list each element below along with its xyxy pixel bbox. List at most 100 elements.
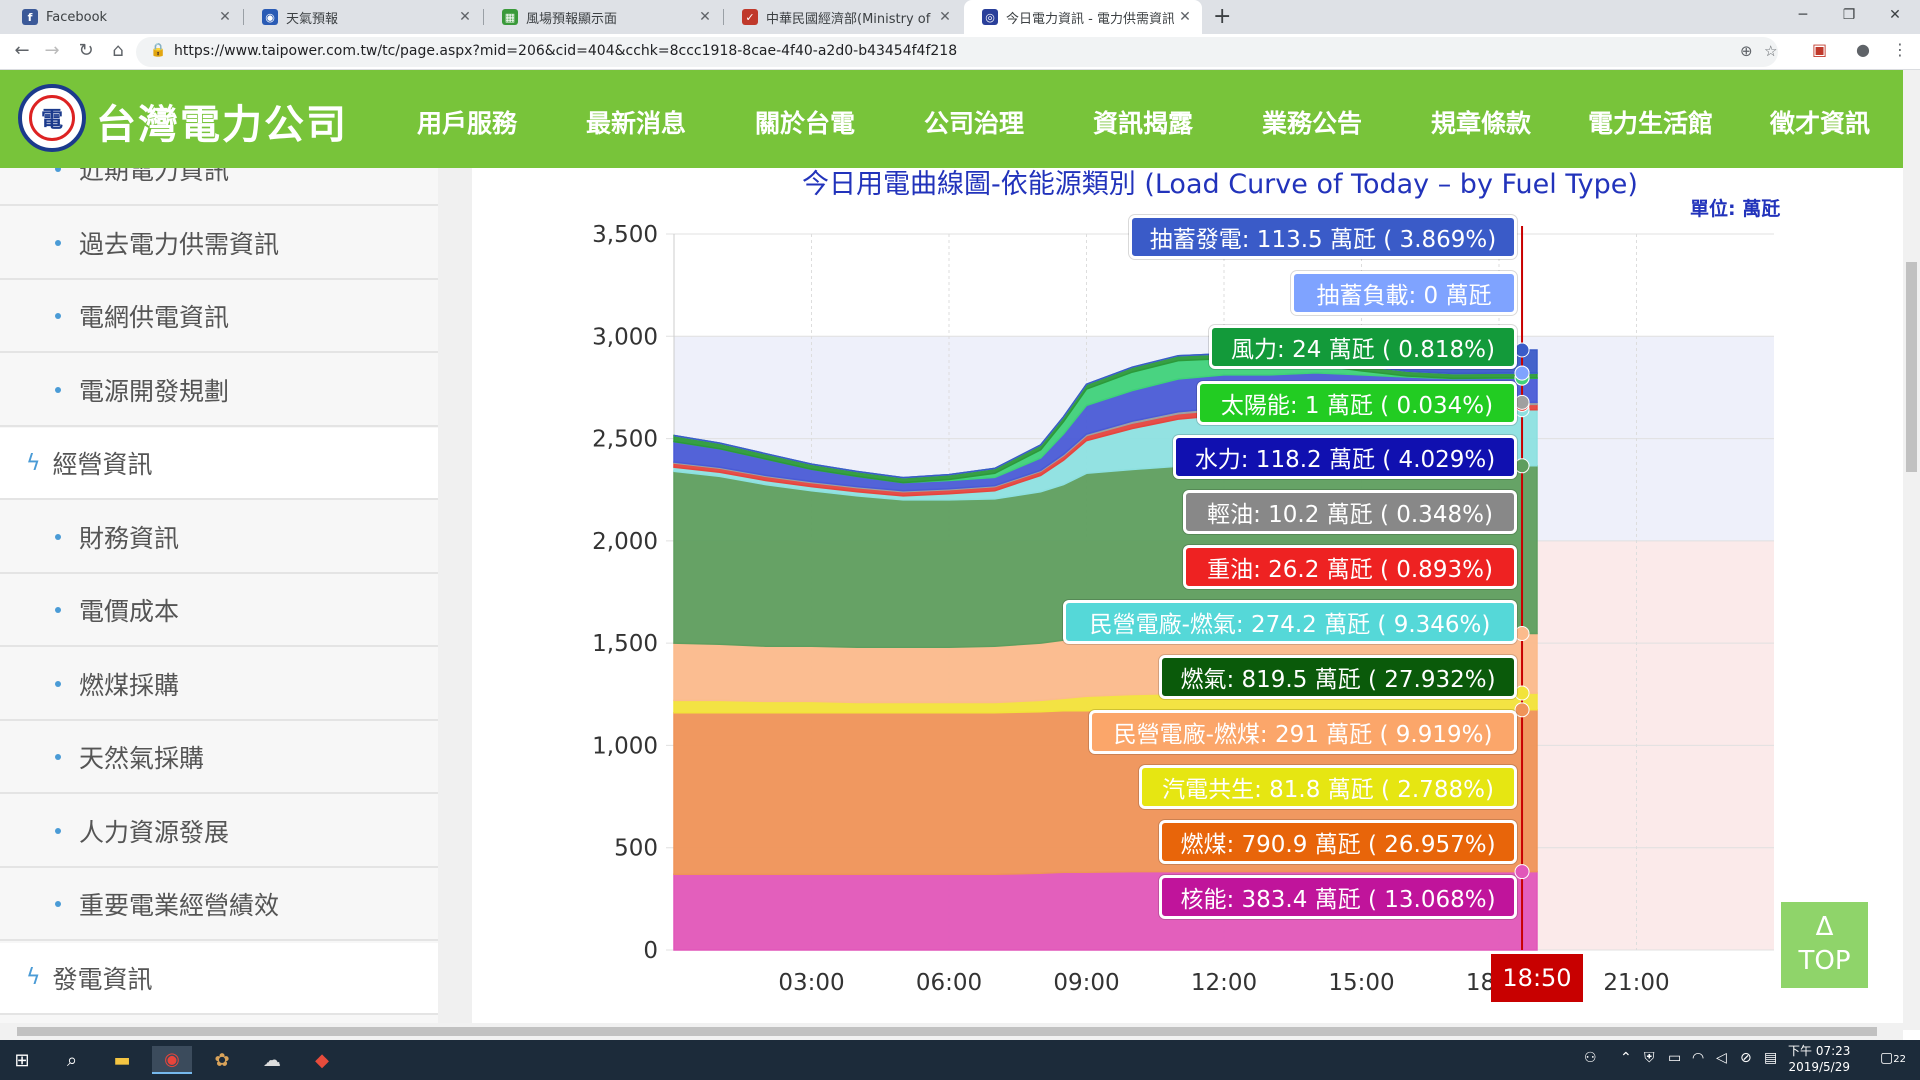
- main-nav-item[interactable]: 最新消息: [586, 109, 687, 138]
- vertical-scrollbar[interactable]: [1903, 70, 1920, 1030]
- sidebar-item[interactable]: 電源開發規劃: [0, 355, 438, 427]
- browser-tab-3[interactable]: ▦ 風場預報顯示面 ✕: [484, 0, 722, 34]
- x-tick-label: 09:00: [1053, 970, 1119, 996]
- tab-label: Facebook: [46, 9, 108, 25]
- x-tick-label: 15:00: [1328, 970, 1394, 996]
- map-icon: ▦: [502, 9, 518, 25]
- sidebar-item[interactable]: 電價成本: [0, 575, 438, 647]
- windows-start-icon[interactable]: ⊞: [14, 1049, 30, 1071]
- sidebar-item[interactable]: ϟ 經營資訊: [0, 428, 438, 500]
- main-nav-item[interactable]: 電力生活館: [1588, 109, 1714, 138]
- menu-icon[interactable]: ⋮: [1892, 40, 1908, 59]
- sidebar-item[interactable]: 財務資訊: [0, 502, 438, 574]
- app-rabbit-icon[interactable]: ✿: [214, 1049, 230, 1071]
- series-tooltip: 抽蓄負載: 0 萬瓩: [1291, 271, 1517, 315]
- sidebar-item[interactable]: 電網供電資訊: [0, 281, 438, 353]
- sidebar-item-label: 天然氣採購: [79, 744, 205, 773]
- sidebar-item-label: 電價成本: [79, 597, 180, 626]
- load-curve-chart: 0 500 1,000 1,500 2,000 2,500 3,000 3,500 03:00 0…: [472, 168, 1903, 1030]
- cursor-marker: [1514, 394, 1530, 410]
- series-tooltip: 抽蓄發電: 113.5 萬瓩 ( 3.869%): [1129, 215, 1517, 259]
- site-name[interactable]: 台灣電力公司: [96, 101, 348, 148]
- tab-close-icon[interactable]: ✕: [459, 9, 471, 25]
- tray-chevron-icon[interactable]: ⌃: [1620, 1050, 1632, 1066]
- browser-tab-4[interactable]: ✓ 中華民國經濟部(Ministry of Econ ✕: [724, 0, 962, 34]
- sidebar-item-label: 財務資訊: [79, 523, 180, 553]
- bullet-icon: [55, 168, 61, 172]
- eye-icon: ◉: [262, 9, 278, 25]
- app-cloud-icon[interactable]: ☁: [263, 1049, 281, 1071]
- address-bar[interactable]: 🔒 https://www.taipower.com.tw/tc/page.as…: [136, 37, 1778, 67]
- y-tick-label: 1,500: [592, 631, 658, 657]
- browser-tab-2[interactable]: ◉ 天氣預報 ✕: [244, 0, 482, 34]
- windows-taskbar: ⊞ ⌕ ▬ ◉ ✿ ☁ ◆ ⚇ ⌃ ⛨ ▭ ◠ ◁ ⊘ ▤ 下午 07:23 2…: [0, 1040, 1920, 1080]
- tab-close-icon[interactable]: ✕: [939, 9, 951, 25]
- browser-tab-5[interactable]: ◎ 今日電力資訊 - 電力供需資訊 - 台 ✕: [964, 0, 1202, 34]
- tab-close-icon[interactable]: ✕: [1179, 9, 1191, 25]
- file-explorer-icon[interactable]: ▬: [113, 1049, 131, 1071]
- bullet-icon: [55, 313, 61, 319]
- x-tick-label: 12:00: [1191, 970, 1257, 996]
- series-tooltip: 水力: 118.2 萬瓩 ( 4.029%): [1173, 435, 1517, 479]
- notification-icon[interactable]: ▢22: [1880, 1050, 1906, 1066]
- taskbar-clock[interactable]: 下午 07:23 2019/5/29: [1788, 1043, 1850, 1075]
- sidebar-item[interactable]: 天然氣採購: [0, 722, 438, 794]
- wifi-icon[interactable]: ◠: [1692, 1050, 1705, 1066]
- back-to-top-button[interactable]: Δ TOP: [1781, 902, 1868, 988]
- reload-icon[interactable]: ↻: [78, 40, 94, 61]
- x-tick-label: 03:00: [778, 970, 844, 996]
- horizontal-scroll-thumb[interactable]: [17, 1027, 1877, 1036]
- tab-label: 今日電力資訊 - 電力供需資訊 - 台: [1006, 11, 1174, 27]
- main-nav-item[interactable]: 公司治理: [924, 109, 1025, 138]
- search-icon[interactable]: ⌕: [66, 1049, 78, 1071]
- sidebar-item[interactable]: 過去電力供需資訊: [0, 208, 438, 280]
- sidebar-item[interactable]: 近期電力資訊: [0, 168, 438, 206]
- series-tooltip: 汽電共生: 81.8 萬瓩 ( 2.788%): [1139, 765, 1517, 809]
- minimize-button[interactable]: ─: [1798, 7, 1808, 23]
- bookmark-star-icon[interactable]: ☆: [1764, 42, 1778, 60]
- back-icon[interactable]: ←: [14, 40, 30, 61]
- new-tab-button[interactable]: +: [1213, 4, 1232, 29]
- people-icon[interactable]: ⚇: [1584, 1050, 1597, 1066]
- chrome-icon[interactable]: ◉: [152, 1046, 192, 1074]
- browser-tab-bar: f Facebook ✕ ◉ 天氣預報 ✕ ▦ 風場預報顯示面 ✕ ✓ 中華民國經濟部(Minist…: [0, 0, 1920, 34]
- horizontal-scrollbar[interactable]: [0, 1023, 1903, 1040]
- vertical-scroll-thumb[interactable]: [1906, 262, 1917, 472]
- sidebar-item[interactable]: ϟ 發電資訊: [0, 942, 438, 1015]
- cursor-marker: [1514, 365, 1530, 381]
- tab-close-icon[interactable]: ✕: [219, 9, 231, 25]
- app-red-icon[interactable]: ◆: [315, 1049, 329, 1071]
- volume-icon[interactable]: ◁: [1716, 1050, 1727, 1066]
- main-nav-item[interactable]: 規章條款: [1431, 109, 1532, 138]
- url-text[interactable]: https://www.taipower.com.tw/tc/page.aspx…: [174, 43, 958, 59]
- home-icon[interactable]: ⌂: [112, 40, 124, 61]
- tab-label: 天氣預報: [286, 11, 339, 27]
- main-nav-item[interactable]: 徵才資訊: [1770, 109, 1871, 138]
- tab-close-icon[interactable]: ✕: [699, 9, 711, 25]
- unit-label: 單位: 萬瓩: [1690, 198, 1781, 220]
- blocked-icon[interactable]: ⊘: [1740, 1050, 1752, 1066]
- extension-icon[interactable]: ▣: [1812, 40, 1828, 59]
- sidebar-item-label: 近期電力資訊: [79, 168, 230, 185]
- zoom-icon[interactable]: ⊕: [1740, 42, 1753, 60]
- taipower-logo-icon[interactable]: 電: [18, 84, 86, 152]
- forward-icon[interactable]: →: [44, 40, 60, 61]
- sidebar-item-label: 燃煤採購: [79, 670, 180, 700]
- content-gutter: [438, 168, 472, 1030]
- main-nav-item[interactable]: 關於台電: [755, 109, 856, 138]
- main-nav-item[interactable]: 資訊揭露: [1093, 109, 1194, 138]
- sidebar-item[interactable]: 重要電業經營績效: [0, 869, 438, 941]
- security-icon[interactable]: ⛨: [1644, 1050, 1655, 1066]
- y-tick-label: 2,500: [592, 427, 658, 453]
- browser-tab-1[interactable]: f Facebook ✕: [4, 0, 242, 34]
- close-window-button[interactable]: ✕: [1889, 7, 1901, 23]
- maximize-button[interactable]: ❐: [1842, 7, 1856, 23]
- sidebar-item-label: 人力資源發展: [79, 817, 230, 847]
- battery-icon[interactable]: ▭: [1668, 1050, 1682, 1066]
- profile-icon[interactable]: ●: [1856, 40, 1870, 59]
- main-nav-item[interactable]: 業務公告: [1262, 109, 1363, 138]
- sidebar-item[interactable]: 燃煤採購: [0, 649, 438, 721]
- ime-icon[interactable]: ▤: [1764, 1050, 1778, 1066]
- sidebar-item[interactable]: 人力資源發展: [0, 796, 438, 868]
- main-nav-item[interactable]: 用戶服務: [417, 109, 518, 138]
